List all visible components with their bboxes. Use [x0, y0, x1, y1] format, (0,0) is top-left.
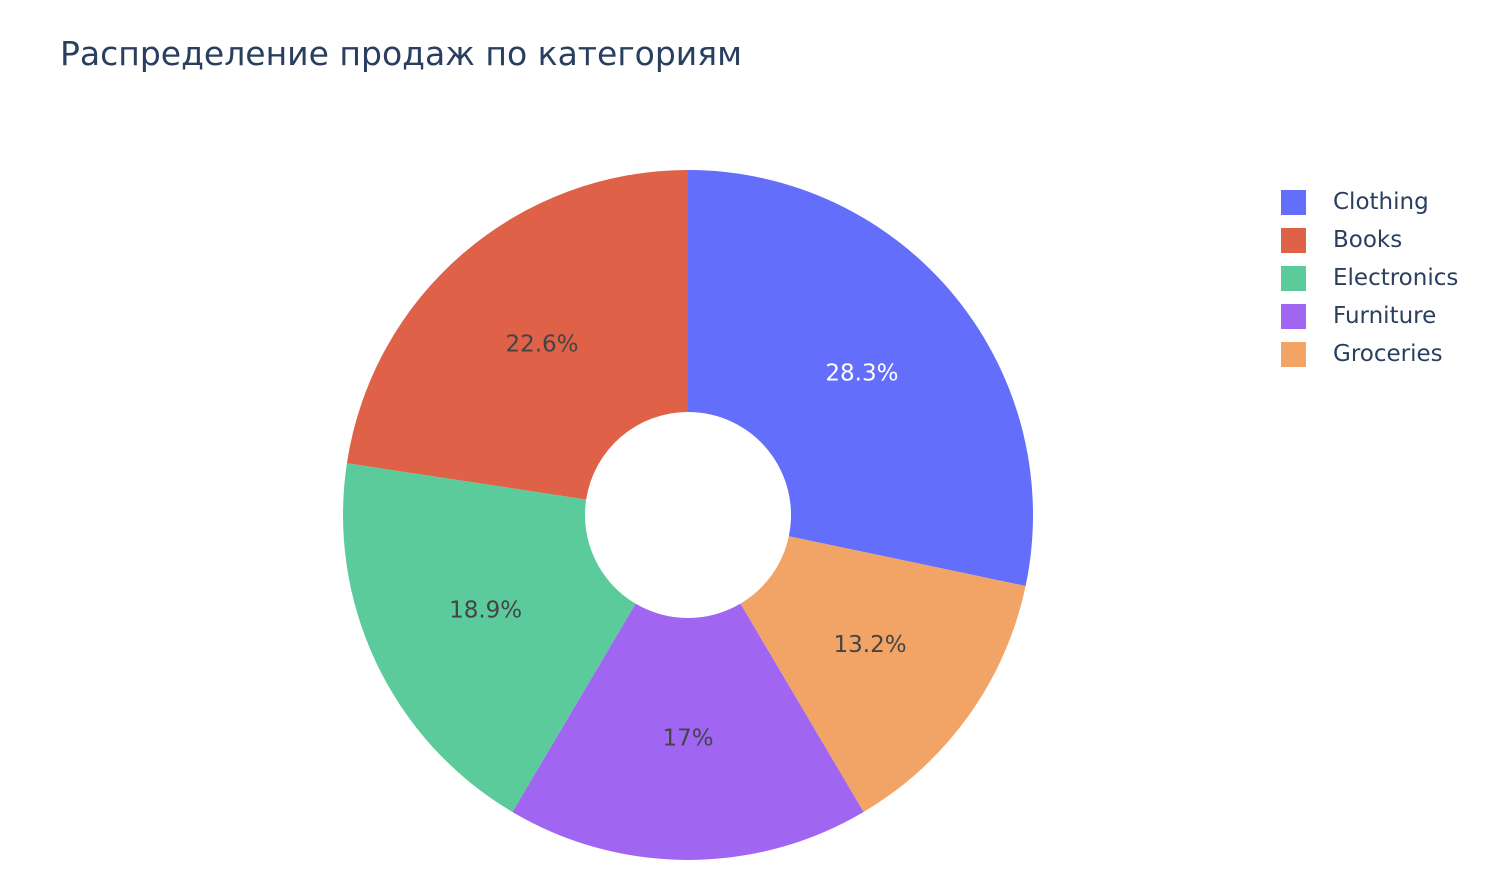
- slice-label-books: 22.6%: [505, 332, 578, 358]
- legend-item-furniture[interactable]: Furniture: [1281, 297, 1458, 335]
- legend-label: Clothing: [1333, 189, 1429, 215]
- pie-slice-groceries[interactable]: [740, 536, 1026, 812]
- chart-title: Распределение продаж по категориям: [60, 34, 742, 73]
- pie-slice-clothing[interactable]: [688, 170, 1033, 587]
- legend-item-books[interactable]: Books: [1281, 221, 1458, 259]
- slices-group: [343, 170, 1033, 860]
- legend-item-groceries[interactable]: Groceries: [1281, 335, 1458, 373]
- legend-swatch: [1281, 189, 1306, 215]
- slice-label-clothing: 28.3%: [825, 360, 898, 386]
- legend-label: Furniture: [1333, 303, 1437, 329]
- pie-slice-furniture[interactable]: [512, 603, 864, 860]
- legend-swatch: [1281, 227, 1306, 253]
- legend-item-electronics[interactable]: Electronics: [1281, 259, 1458, 297]
- legend-swatch: [1281, 265, 1306, 291]
- legend-swatch: [1281, 303, 1306, 329]
- legend-label: Books: [1333, 227, 1403, 253]
- slice-label-furniture: 17%: [662, 726, 713, 752]
- legend-swatch: [1281, 341, 1306, 367]
- legend-label: Groceries: [1333, 341, 1443, 367]
- pie-slice-books[interactable]: [346, 170, 688, 500]
- slice-label-electronics: 18.9%: [449, 598, 522, 624]
- slice-label-groceries: 13.2%: [834, 632, 907, 658]
- legend-item-clothing[interactable]: Clothing: [1281, 183, 1458, 221]
- labels-group: 28.3% 13.2% 17% 18.9% 22.6%: [449, 332, 907, 752]
- legend-label: Electronics: [1333, 265, 1459, 291]
- legend: Clothing Books Electronics Furniture Gro…: [1281, 183, 1458, 373]
- pie-slice-electronics[interactable]: [343, 463, 636, 812]
